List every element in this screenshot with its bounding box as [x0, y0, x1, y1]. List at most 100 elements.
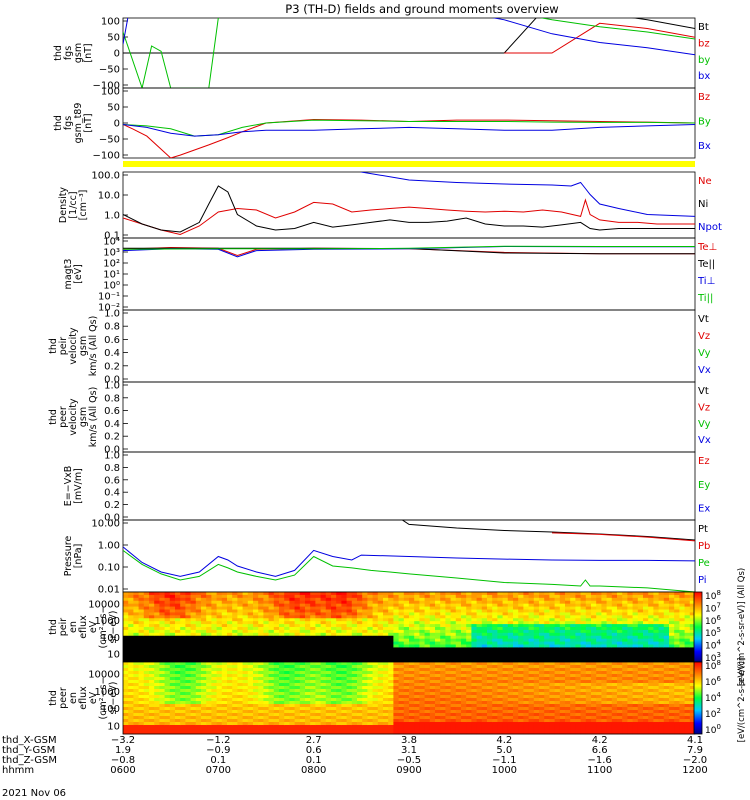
panel-8: 10.00 1.00 0.10 0.01 Pressure [nPa] Pt Pb Pe Pi [63, 519, 710, 596]
x-tick-label: 0700 [206, 765, 231, 776]
panel-10: 10000 1000 100 10 thd peer en eflux eV (cm²−s− sr−… [48, 670, 120, 733]
y-tick-label: 100 [101, 17, 120, 28]
x-tick-label: −0.5 [397, 755, 421, 766]
series-line-Ne [123, 198, 695, 236]
y-axis-label-line: [1/cc] [68, 191, 79, 218]
x-axis-row-label: thd_X-GSM [2, 735, 57, 746]
y-tick-label: 1000 [95, 687, 120, 698]
y-tick-label: 10.00 [91, 519, 120, 530]
colorbar-title: [eV/(cm^2-s-sr-eV)] (All Qs) [737, 568, 747, 686]
y-axis-label: thd fgs gsm [nT] [53, 43, 94, 63]
legend-Pt: Pt [698, 524, 708, 535]
y-tick-label: 10⁴ [103, 237, 120, 248]
x-tick-label: −0.8 [111, 755, 135, 766]
y-axis-label-line: peer [58, 687, 69, 709]
y-axis-label-line: fgs [63, 46, 74, 60]
y-tick-label: 100 [101, 87, 120, 98]
y-axis-label-line: gsm [73, 43, 84, 63]
y-axis-label-line: sr−eV) [108, 611, 119, 644]
y-axis-label: thd peer velocity gsm km/s (All Qs) [48, 387, 99, 448]
colorbar-tick-label: 107 [705, 601, 721, 614]
y-axis-label-line: thd [48, 409, 59, 425]
spectrograms [122, 591, 696, 735]
x-axis-row-label: hhmm [2, 765, 34, 776]
y-tick-label: 100 [101, 704, 120, 715]
y-axis-label-line: thd [48, 690, 59, 706]
y-axis-label-line: [cm⁻³] [78, 190, 89, 221]
y-axis-label-line: en [68, 692, 79, 704]
legend-Bz: Bz [698, 92, 710, 103]
legend-Vz: Vz [698, 402, 710, 413]
x-tick-label: 1.9 [115, 745, 131, 756]
y-axis-label-line: thd [53, 115, 64, 131]
y-tick-label: 0.6 [104, 475, 120, 486]
x-tick-label: 0900 [396, 765, 421, 776]
y-tick-label: 10 [107, 722, 120, 733]
x-tick-label: 0600 [110, 765, 135, 776]
y-tick-label: 100 [101, 633, 120, 644]
y-axis-label-line: [mV/m] [73, 468, 84, 504]
y-tick-label: 10³ [103, 248, 120, 259]
y-tick-label: 0.0 [104, 445, 120, 456]
colorbar-labels: 108107106105104103108106104102100[eV/(cm… [705, 568, 747, 743]
colorbar-tick-label: 102 [705, 707, 721, 720]
y-axis-label-line: km/s (All Qs) [88, 316, 99, 377]
legend-Vt: Vt [698, 314, 709, 325]
y-tick-label: 10² [103, 259, 120, 270]
x-axis-row-label: thd_Z-GSM [2, 755, 57, 766]
legend-Vy: Vy [698, 419, 711, 430]
series-line-Bz [123, 118, 695, 158]
panel-frame [122, 381, 696, 453]
x-tick-label: −2.0 [683, 755, 707, 766]
panel-frame [122, 87, 696, 159]
y-axis-label-line: sr−eV) [108, 682, 119, 715]
panel-7: 1.00.80.6 0.40.2 0.0 E=−VxB [mV/m] Ez Ey Ex [63, 451, 710, 524]
ion-spectrogram [122, 591, 696, 663]
y-tick-label: 10.0 [98, 191, 120, 202]
legend-Ti⊥: Ti⊥ [697, 276, 715, 287]
y-tick-label: 0.2 [104, 432, 120, 443]
y-axis-label-line: gsm_t89 [73, 103, 84, 144]
yellow-bar [123, 161, 695, 167]
y-axis-label: thd fgs gsm_t89 [nT] [53, 103, 94, 144]
y-axis-label-line: eflux [78, 615, 89, 639]
legend-Ey: Ey [698, 480, 710, 491]
y-axis-label-line: thd [48, 338, 59, 354]
y-tick-label: −100 [93, 151, 120, 162]
y-axis-label-line: velocity [68, 398, 79, 436]
x-tick-label: −3.2 [111, 735, 135, 746]
y-tick-label: 0.8 [104, 322, 120, 333]
series-line-Pe [123, 549, 695, 592]
legend-Te||: Te|| [697, 259, 715, 270]
y-axis-label: Pressure [nPa] [63, 536, 84, 577]
y-tick-label: 50 [107, 33, 120, 44]
legend-Vx: Vx [698, 365, 711, 376]
colorbar-tick-label: 105 [705, 626, 721, 639]
panel-3: 100.0 10.0 1.0 0.1 Density [1/cc] [cm⁻³] Ne Ni Np… [58, 171, 722, 242]
y-tick-label: 0 [114, 119, 120, 130]
y-tick-label: 10⁰ [103, 281, 120, 292]
y-tick-label: 1.00 [98, 541, 120, 552]
colorbar-bottom [693, 661, 703, 735]
legend-Npot: Npot [698, 222, 722, 233]
y-axis-label-line: velocity [68, 327, 79, 365]
y-tick-label: 1.0 [104, 211, 120, 222]
y-tick-label: −100 [93, 81, 120, 92]
legend-Vz: Vz [698, 331, 710, 342]
x-tick-label: 2.7 [306, 735, 322, 746]
x-tick-label: −1.2 [206, 735, 230, 746]
colorbar-tick-label: 100 [705, 723, 721, 736]
panel-5: 1.0 0.8 0.6 0.4 0.2 0.0 thd peir velocity gsm km/s… [48, 309, 711, 386]
y-axis-label-line: (cm²−s− [98, 677, 109, 720]
x-tick-label: 1000 [492, 765, 517, 776]
y-tick-label: 10000 [88, 670, 120, 681]
y-axis-label: E=−VxB [mV/m] [63, 466, 84, 507]
x-axis-date: 2021 Nov 06 [2, 788, 66, 799]
legend-bz: bz [698, 38, 710, 49]
x-tick-label: 4.1 [687, 735, 703, 746]
y-tick-label: 0.2 [104, 500, 120, 511]
y-tick-label: 0.4 [104, 419, 120, 430]
series-line-Pi [123, 546, 695, 577]
